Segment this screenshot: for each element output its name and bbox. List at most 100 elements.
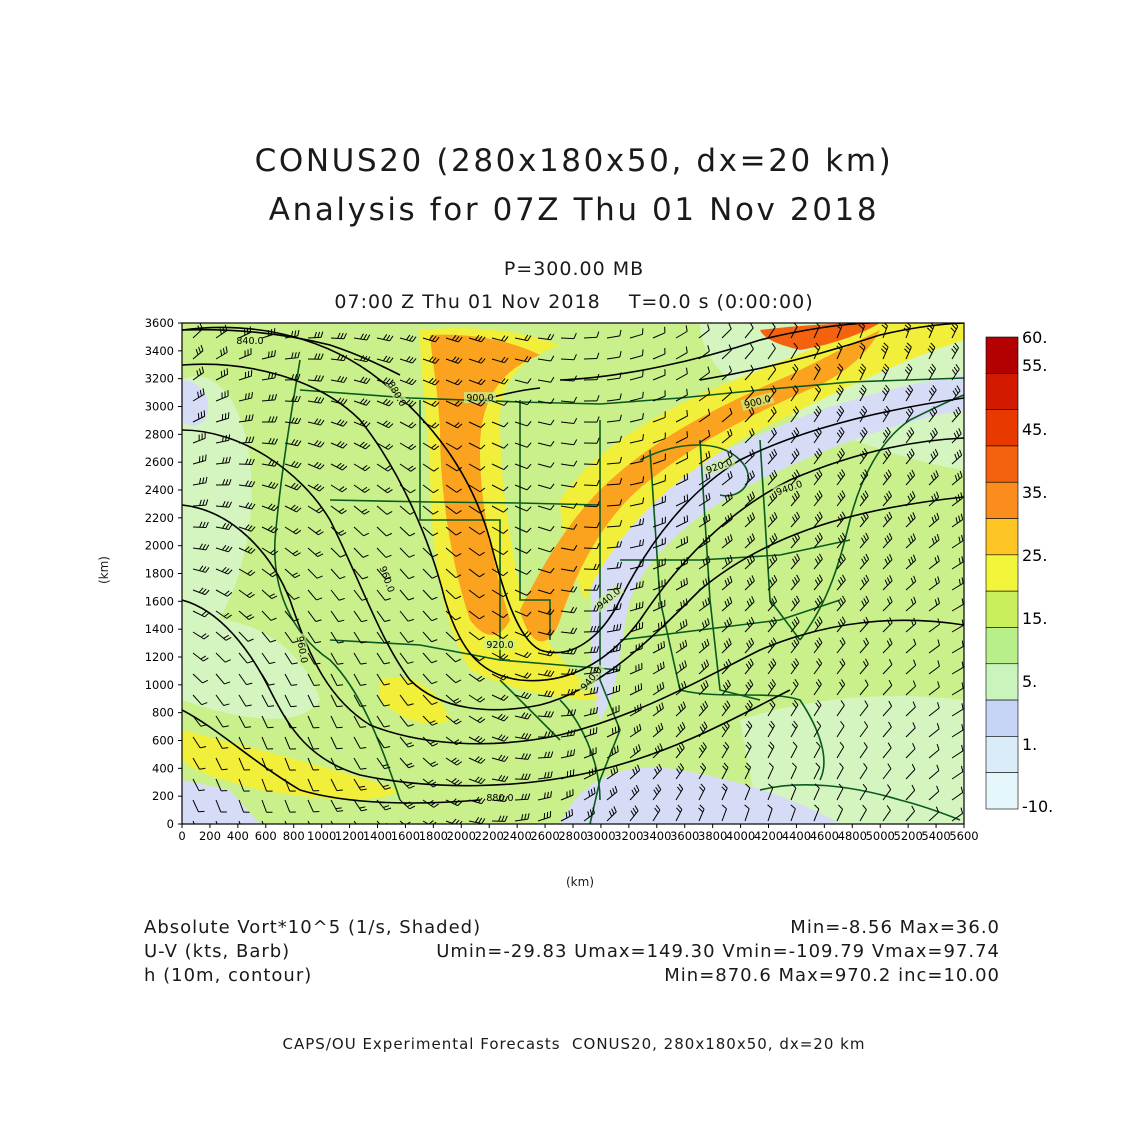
wind-barb-feather <box>725 682 729 688</box>
wind-barb-feather <box>958 428 962 435</box>
wind-barb-feather <box>746 579 751 586</box>
wind-barb-feather <box>887 448 892 454</box>
wind-barb-feather <box>958 557 961 564</box>
wind-barb <box>583 752 597 759</box>
wind-barb <box>307 442 321 448</box>
wind-barb <box>675 457 688 465</box>
wind-barb-feather <box>728 323 732 330</box>
wind-barb-feather <box>550 670 555 677</box>
wind-barb-feather <box>816 720 822 727</box>
wind-barb-feather <box>662 681 665 688</box>
wind-barb <box>376 463 389 472</box>
wind-barb-feather <box>248 392 250 399</box>
wind-barb <box>790 389 799 402</box>
wind-barb-feather <box>935 806 940 813</box>
wind-barb-feather <box>198 346 202 353</box>
wind-barb-feather <box>362 443 368 448</box>
y-tick-label: 400 <box>152 761 174 775</box>
wind-barb-feather <box>840 679 846 685</box>
wind-barb-feather <box>961 703 964 710</box>
wind-barb-feather <box>814 453 819 459</box>
wind-barb-feather <box>456 741 462 746</box>
wind-barb-feather <box>862 804 867 811</box>
wind-barb-feather <box>590 625 594 632</box>
wind-barb <box>698 705 709 717</box>
wind-barb-feather <box>527 693 532 700</box>
wind-barb <box>422 757 434 767</box>
wind-barb-feather <box>596 666 599 673</box>
wind-barb-feather <box>676 747 681 754</box>
wind-barb-feather <box>818 511 823 518</box>
wind-barb-feather <box>749 514 753 521</box>
wind-barb-feather <box>317 331 321 338</box>
wind-barb <box>560 421 574 425</box>
wind-barb-feather <box>479 677 485 682</box>
wind-barb <box>790 621 800 633</box>
colorbar-swatch <box>985 772 1019 810</box>
y-tick-label: 2600 <box>145 455 174 469</box>
wind-barb <box>422 547 433 558</box>
wind-barb-feather <box>292 550 299 555</box>
contour-label-bg <box>464 392 496 403</box>
wind-barb-feather <box>842 595 846 602</box>
wind-barb <box>790 453 800 465</box>
wind-barb-feather <box>340 332 344 339</box>
wind-barb-feather <box>198 368 202 375</box>
wind-barb <box>330 442 344 449</box>
wind-barb <box>813 326 820 339</box>
wind-barb <box>951 603 964 612</box>
wind-barb-feather <box>661 702 664 709</box>
wind-barb-feather <box>293 596 300 600</box>
wind-barb-feather <box>936 534 940 541</box>
wind-barb-feather <box>910 577 914 584</box>
wind-barb <box>261 673 270 686</box>
wind-barb <box>399 421 412 429</box>
wind-barb <box>813 767 821 780</box>
wind-barb-feather <box>200 724 207 727</box>
wind-barb-feather <box>222 326 225 333</box>
wind-barb-feather <box>934 514 937 521</box>
wind-barb-feather <box>407 618 414 622</box>
wind-barb-feather <box>860 453 865 459</box>
wind-barb <box>928 623 940 633</box>
wind-barb <box>514 526 528 533</box>
wind-barb <box>376 799 386 811</box>
wind-barb-feather <box>570 586 575 592</box>
wind-barb <box>399 484 411 494</box>
wind-barb-feather <box>795 427 800 433</box>
wind-barb-feather <box>550 751 554 758</box>
wind-barb-feather <box>768 744 773 750</box>
wind-barb-feather <box>881 324 887 330</box>
wind-barb-feather <box>272 550 279 556</box>
wind-barb-feather <box>297 440 302 447</box>
wind-barb <box>836 431 845 444</box>
wind-barb <box>261 778 268 792</box>
wind-barb-feather <box>480 758 486 764</box>
colorbar-swatch <box>985 409 1019 447</box>
wind-barb-feather <box>771 598 775 604</box>
colorbar-swatch <box>985 445 1019 483</box>
wind-barb-feather <box>527 356 532 363</box>
wind-barb <box>629 606 643 612</box>
wind-barb-feather <box>479 615 485 620</box>
wind-barb-feather <box>251 414 254 421</box>
wind-barb <box>606 730 619 738</box>
wind-barb-feather <box>860 495 865 502</box>
wind-barb-feather <box>340 398 345 404</box>
wind-barb-feather <box>910 598 914 605</box>
wind-barb-feather <box>724 579 728 586</box>
wind-barb <box>422 358 436 364</box>
wind-barb-feather <box>907 516 912 523</box>
wind-barb-feather <box>408 576 415 580</box>
wind-barb-feather <box>751 428 755 435</box>
wind-barb <box>928 790 940 801</box>
wind-barb-feather <box>503 507 509 513</box>
wind-barb <box>606 587 620 591</box>
wind-barb-feather <box>680 703 684 710</box>
wind-barb <box>951 813 963 822</box>
wind-barb-feather <box>389 357 394 363</box>
wind-barb-feather <box>336 397 342 403</box>
wind-barb <box>813 389 822 402</box>
wind-barb <box>307 484 320 492</box>
wind-barb-feather <box>547 791 549 798</box>
